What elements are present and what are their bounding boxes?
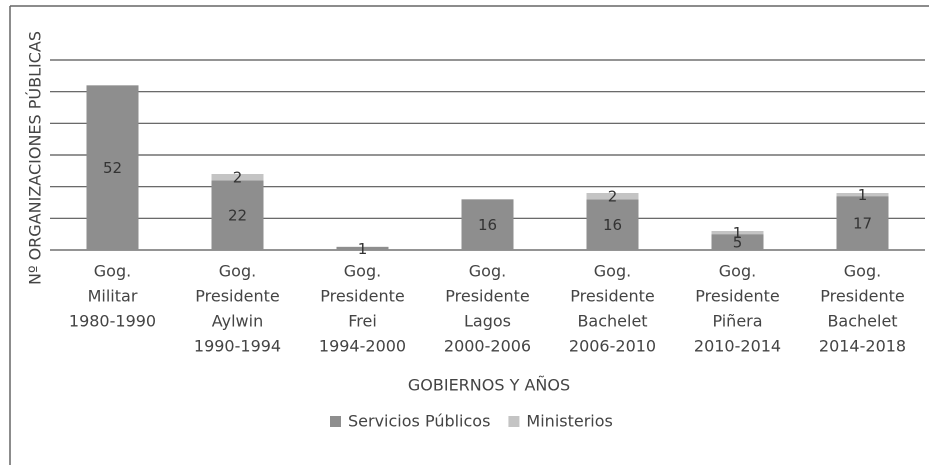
legend-swatch [508,416,520,427]
bar-segment [836,196,889,250]
x-tick-label: 2010-2014 [694,337,781,356]
x-tick-label: Aylwin [212,312,263,331]
x-tick-label: Gog. [344,262,381,281]
bar-segment [211,174,264,181]
legend-swatch [330,416,341,427]
x-tick-label: Militar [88,287,138,306]
bar-segment [586,199,639,250]
data-label: 16 [603,216,622,234]
x-tick-label: Bachelet [577,312,647,331]
x-tick-label: 1990-1994 [194,337,281,356]
legend-label: Ministerios [526,412,612,431]
bar-segment [86,85,139,250]
bar-segment [336,246,389,250]
x-tick-label: 2000-2006 [444,337,531,356]
x-tick-label: Gog. [594,262,631,281]
legend-label: Servicios Públicos [348,412,490,431]
data-label: 1 [858,186,868,204]
data-label: 52 [103,159,122,177]
x-tick-label: Piñera [712,312,762,331]
data-label: 1 [733,224,743,242]
bar-segment [461,199,514,250]
data-label: 2 [233,169,243,187]
x-tick-label: Presidente [695,287,779,306]
x-tick-label: Presidente [195,287,279,306]
x-tick-label: 1994-2000 [319,337,406,356]
data-label: 2 [608,188,618,206]
bar-segment [586,193,639,200]
x-tick-label: 2006-2010 [569,337,656,356]
x-tick-label: Gog. [844,262,881,281]
x-tick-label: Presidente [820,287,904,306]
x-axis-title: GOBIERNOS Y AÑOS [408,376,570,395]
x-tick-label: Gog. [469,262,506,281]
x-tick-label: Presidente [445,287,529,306]
data-label: 5 [733,234,743,252]
x-tick-label: Frei [348,312,377,331]
data-label: 1 [358,240,368,258]
x-tick-label: Presidente [570,287,654,306]
bar-segment [711,231,764,235]
data-label: 16 [478,216,497,234]
x-tick-label: 2014-2018 [819,337,906,356]
data-label: 22 [228,207,247,225]
x-tick-label: Gog. [94,262,131,281]
bar-segment [711,234,764,250]
x-tick-label: 1980-1990 [69,312,156,331]
data-label: 17 [853,215,872,233]
x-tick-label: Presidente [320,287,404,306]
x-tick-label: Bachelet [827,312,897,331]
x-tick-label: Gog. [719,262,756,281]
y-axis-title: Nº ORGANIZACIONES PÚBLICAS [26,31,45,285]
bar-segment [211,180,264,250]
x-tick-label: Gog. [219,262,256,281]
x-tick-label: Lagos [464,312,511,331]
bar-segment [836,193,889,197]
